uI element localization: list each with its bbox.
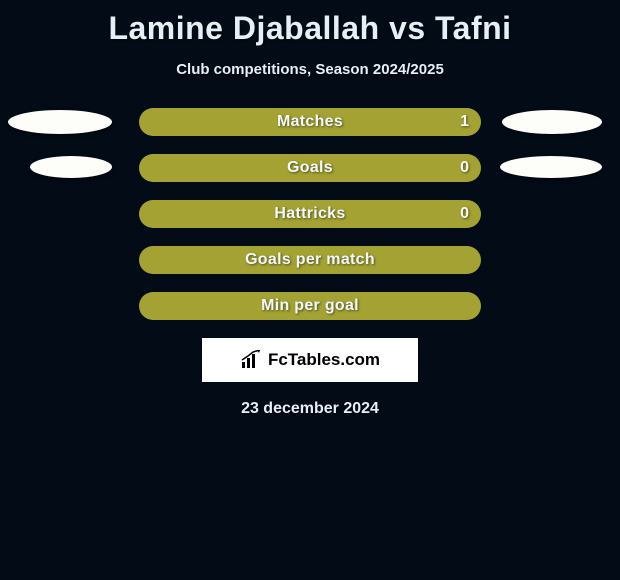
stat-label: Goals per match xyxy=(245,251,375,269)
player-left-ellipse xyxy=(30,156,112,178)
stat-value: 0 xyxy=(460,205,469,223)
stat-label: Hattricks xyxy=(274,205,345,223)
stat-bar: Goals 0 xyxy=(139,154,481,182)
stat-row: Goals 0 xyxy=(0,154,620,182)
stat-label: Matches xyxy=(277,113,343,131)
stat-bar: Hattricks 0 xyxy=(139,200,481,228)
stat-row: Hattricks 0 xyxy=(0,200,620,228)
stat-row: Min per goal xyxy=(0,292,620,320)
player-left-ellipse xyxy=(8,110,112,134)
stat-row: Matches 1 xyxy=(0,108,620,136)
stat-bar: Matches 1 xyxy=(139,108,481,136)
stat-value: 0 xyxy=(460,159,469,177)
stat-bar: Goals per match xyxy=(139,246,481,274)
stat-row: Goals per match xyxy=(0,246,620,274)
stat-bar: Min per goal xyxy=(139,292,481,320)
date-text: 23 december 2024 xyxy=(0,400,620,418)
stat-rows: Matches 1 Goals 0 Hattricks 0 Goals per match M… xyxy=(0,108,620,320)
stat-label: Goals xyxy=(287,159,333,177)
stat-label: Min per goal xyxy=(261,297,359,315)
page-title: Lamine Djaballah vs Tafni xyxy=(0,0,620,47)
logo-text: FcTables.com xyxy=(268,350,380,370)
stat-value: 1 xyxy=(460,113,469,131)
subtitle: Club competitions, Season 2024/2025 xyxy=(0,61,620,78)
player-right-ellipse xyxy=(500,156,602,178)
logo-box: FcTables.com xyxy=(202,338,418,382)
player-right-ellipse xyxy=(502,110,602,134)
chart-icon xyxy=(240,350,262,370)
